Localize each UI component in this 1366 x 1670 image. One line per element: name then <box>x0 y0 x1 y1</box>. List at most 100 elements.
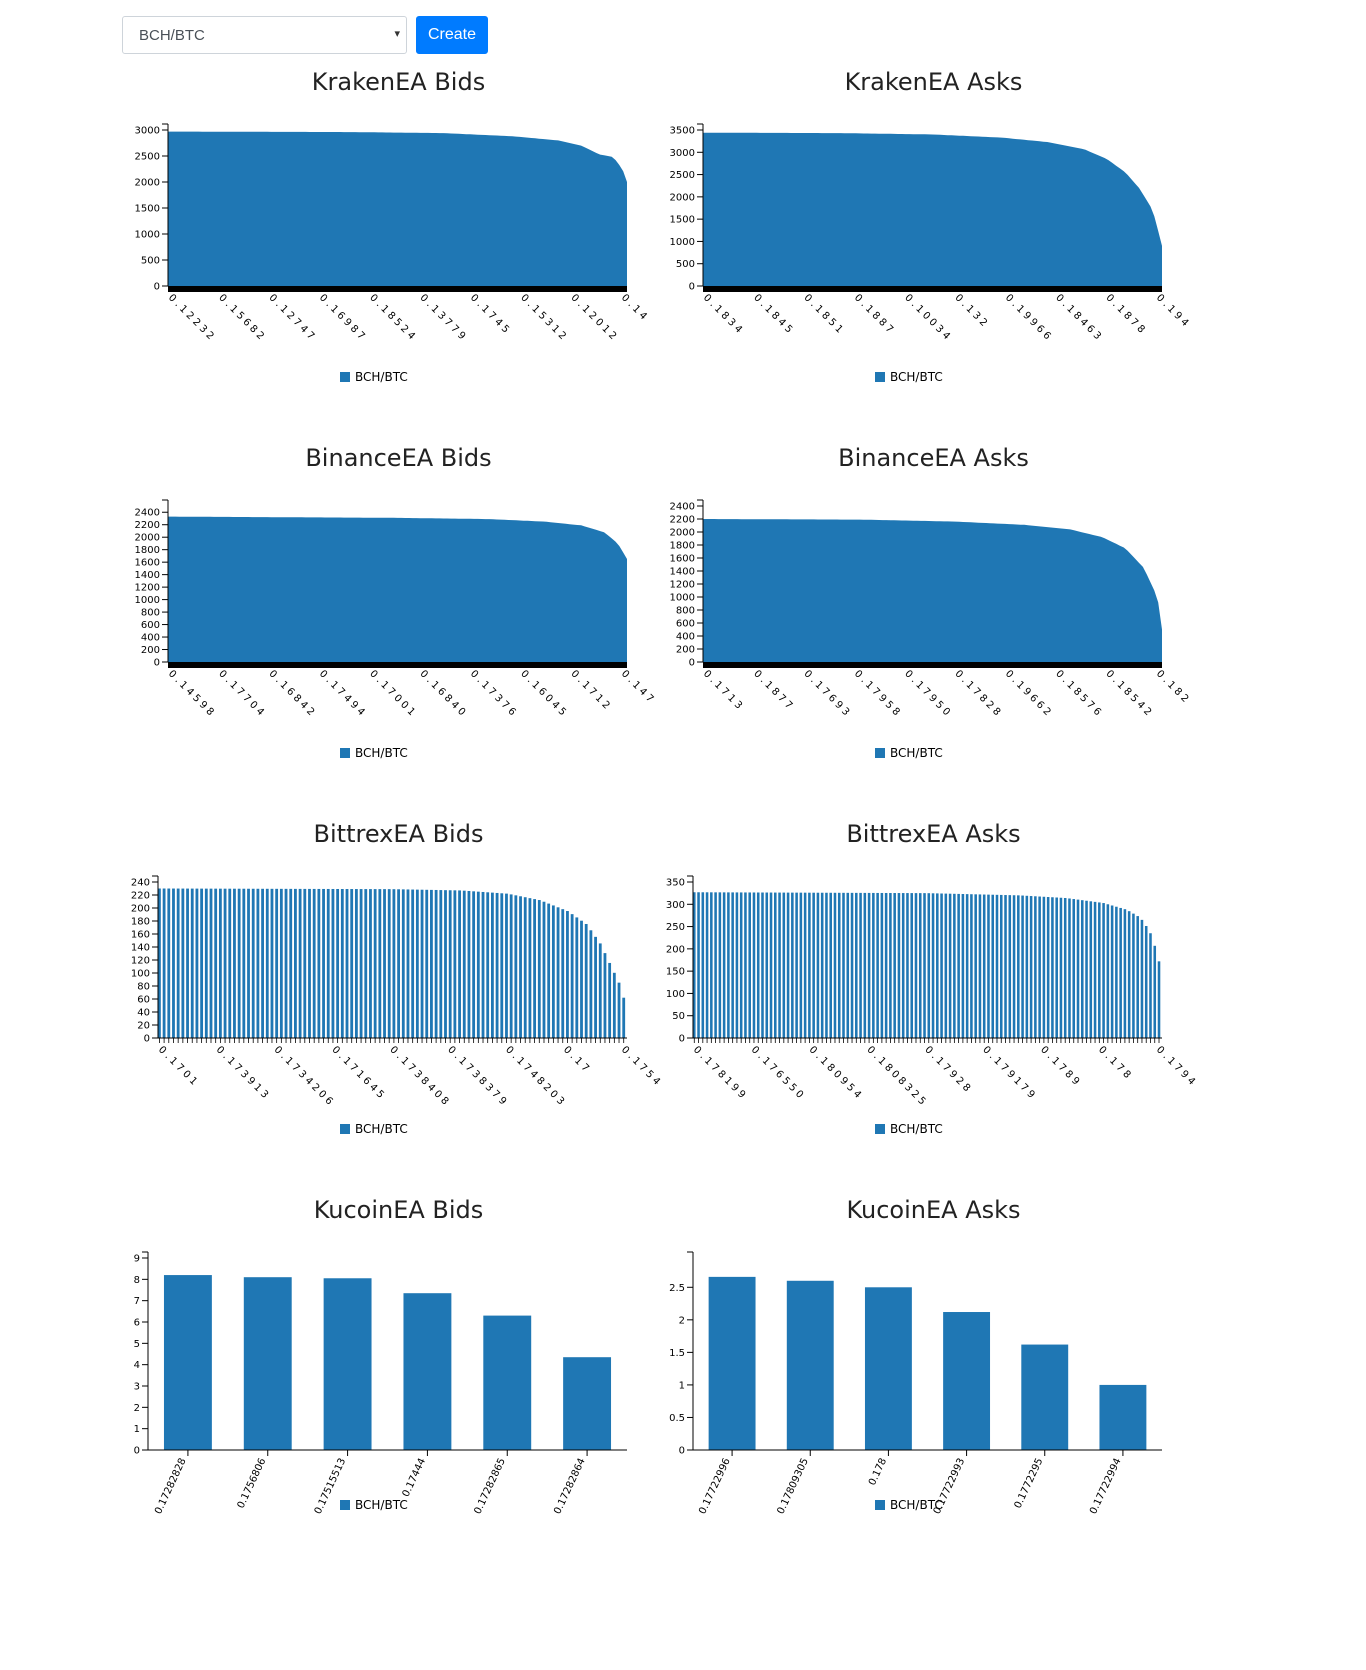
bar <box>735 892 739 1038</box>
chart-title: KucoinEA Bids <box>313 1196 484 1224</box>
y-tick-label: 3000 <box>670 148 695 159</box>
legend-label: BCH/BTC <box>890 370 943 384</box>
bar <box>434 889 438 1038</box>
bar <box>603 953 607 1038</box>
legend-label: BCH/BTC <box>355 1498 408 1512</box>
bar <box>1008 895 1012 1038</box>
bar <box>1140 919 1144 1038</box>
chart-kucoin-asks: KucoinEA Asks 0.17722996 0.17809305 0.178 0… <box>647 1190 1220 1592</box>
x-tick-label: 0.18463 <box>1053 292 1105 344</box>
x-tick-label: 0.17928 <box>922 1044 974 1096</box>
create-button[interactable]: Create <box>416 16 488 54</box>
bar <box>978 894 982 1038</box>
bar <box>509 894 513 1038</box>
y-tick-label: 800 <box>141 608 160 619</box>
y-tick-label: 600 <box>676 619 695 630</box>
y-tick-label: 2400 <box>135 508 160 519</box>
bar <box>1099 1384 1147 1450</box>
legend-swatch <box>340 748 350 758</box>
x-tick-label: 0.12232 <box>166 292 218 344</box>
x-tick-label: 0.179179 <box>980 1044 1038 1102</box>
bar <box>778 892 781 1038</box>
bar <box>303 888 307 1038</box>
y-tick-label: 2000 <box>670 192 695 203</box>
bar <box>195 888 199 1038</box>
bar <box>308 888 311 1038</box>
bar <box>233 888 236 1038</box>
y-tick-label: 0 <box>689 282 695 293</box>
x-tick-label: 0.17950 <box>902 668 954 720</box>
y-tick-label: 400 <box>676 632 695 643</box>
x-tick-label: 0.1789 <box>1038 1044 1083 1089</box>
pair-select[interactable]: BCH/BTC ▾ <box>122 16 407 54</box>
bar <box>1127 911 1131 1038</box>
bar <box>914 893 918 1038</box>
bar <box>923 893 926 1038</box>
bar <box>200 888 204 1038</box>
bar <box>444 890 447 1038</box>
x-tick-label: 0.15312 <box>518 292 570 344</box>
bar <box>850 892 854 1038</box>
bar <box>943 1312 991 1450</box>
legend-swatch <box>340 372 350 382</box>
legend-label: BCH/BTC <box>890 746 943 760</box>
y-tick-label: 0 <box>679 1034 685 1045</box>
x-tick-label: 0.173913 <box>214 1044 272 1102</box>
bar <box>1149 933 1152 1038</box>
chart-title: BittrexEA Bids <box>313 820 484 848</box>
bar <box>1004 895 1007 1038</box>
legend: BCH/BTC <box>875 1122 943 1136</box>
bar <box>364 889 368 1038</box>
bars-group <box>158 888 626 1038</box>
legend-label: BCH/BTC <box>890 1122 943 1136</box>
bar <box>298 888 302 1038</box>
bar <box>965 894 969 1038</box>
bar <box>228 888 232 1038</box>
bar <box>542 901 546 1038</box>
bar <box>1144 925 1148 1038</box>
bar <box>829 892 832 1038</box>
bar <box>714 892 717 1038</box>
bar <box>514 895 518 1038</box>
bar <box>566 911 569 1038</box>
pair-select-value: BCH/BTC <box>139 27 205 44</box>
y-tick-label: 2500 <box>670 170 695 181</box>
chart-binance-asks: BinanceEA Asks 0.1713 0.1877 0.17693 0.1795… <box>647 438 1220 840</box>
bar <box>970 894 973 1038</box>
bar <box>589 930 593 1038</box>
x-tick-label: 0.1738408 <box>387 1044 452 1109</box>
y-tick-label: 800 <box>676 606 695 617</box>
y-tick-label: 220 <box>131 891 150 902</box>
bar <box>608 962 612 1038</box>
bar <box>1157 961 1161 1038</box>
bar <box>317 888 321 1038</box>
y-tick-label: 160 <box>131 930 150 941</box>
bar <box>242 888 246 1038</box>
bar <box>294 888 297 1038</box>
bar <box>727 892 730 1038</box>
x-tick-label: 0.16842 <box>267 668 319 720</box>
bar <box>519 896 522 1038</box>
bar <box>1042 896 1046 1038</box>
bar <box>331 888 335 1038</box>
bar <box>1021 895 1024 1038</box>
bar <box>1051 897 1054 1038</box>
y-tick-label: 300 <box>666 900 685 911</box>
bar <box>403 1293 452 1450</box>
bar <box>710 892 713 1038</box>
bar <box>425 889 429 1038</box>
bar <box>223 888 227 1038</box>
x-tick-label: 0.17282828 <box>153 1457 189 1516</box>
x-tick-label: 0.16840 <box>418 668 470 720</box>
bar <box>918 893 922 1038</box>
bar <box>906 893 909 1038</box>
bar <box>1076 899 1080 1038</box>
bar <box>876 892 879 1038</box>
y-tick-label: 400 <box>141 633 160 644</box>
x-tick-label: 0.1834 <box>701 292 746 337</box>
y-tick-label: 2400 <box>670 502 695 513</box>
chart-binance-bids: BinanceEA Bids 0.14598 0.17704 0.16842 0.17… <box>112 438 685 840</box>
x-tick-label: 0.1734206 <box>272 1044 337 1109</box>
bar <box>1025 895 1029 1038</box>
